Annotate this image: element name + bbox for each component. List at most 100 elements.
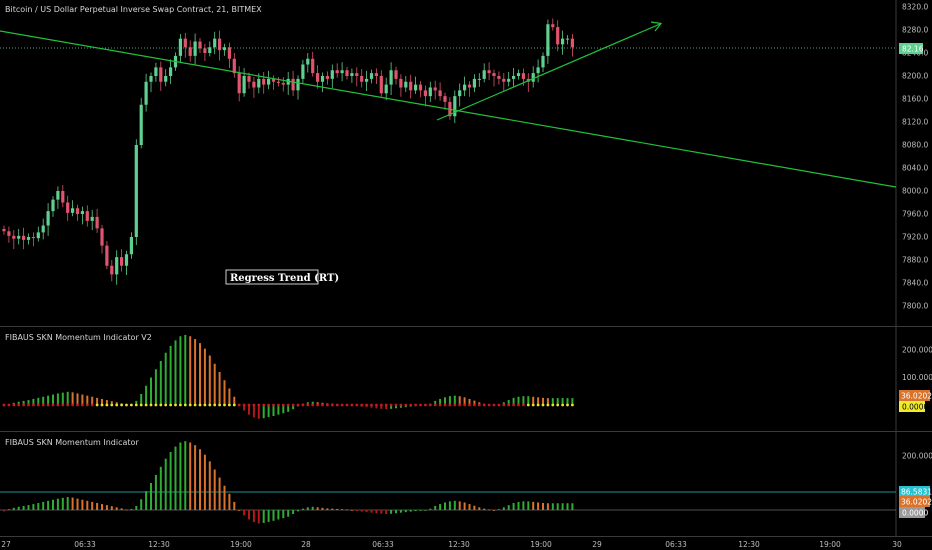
histogram-bar — [385, 405, 388, 410]
histogram-bar — [145, 385, 148, 405]
histogram-bar — [159, 466, 162, 510]
indicator1-tag-orange-text: 36.0202 — [901, 392, 932, 401]
signal-dot — [443, 403, 447, 407]
indicator2-tag-cyan-text: 86.5831 — [901, 488, 932, 497]
candle-body — [330, 70, 334, 79]
histogram-bar — [380, 405, 383, 409]
candle-body — [379, 76, 383, 94]
signal-dot — [291, 403, 295, 407]
signal-dot — [36, 403, 40, 407]
histogram-bar — [120, 508, 123, 510]
histogram-bar — [130, 508, 133, 510]
signal-dot — [463, 403, 466, 407]
histogram-bar — [522, 396, 525, 405]
uptrend-arrow-line[interactable] — [436, 23, 661, 121]
histogram-bar — [468, 504, 471, 510]
histogram-bar — [238, 510, 241, 511]
signal-dot — [46, 403, 50, 407]
candle-body — [66, 202, 70, 213]
signal-dot — [277, 403, 280, 407]
histogram-bar — [571, 503, 574, 510]
histogram-bar — [81, 394, 84, 405]
candle-body — [316, 73, 320, 82]
price-tick-label: 7920.0 — [902, 233, 928, 242]
signal-dot — [17, 403, 21, 407]
signal-dot — [85, 403, 89, 407]
candle-body — [350, 73, 354, 76]
histogram-bar — [556, 503, 559, 510]
histogram-bar — [32, 398, 35, 405]
histogram-bar — [110, 506, 113, 510]
signal-dot — [71, 403, 74, 407]
signal-dot — [473, 403, 476, 407]
candle-body — [46, 211, 50, 226]
signal-dot — [399, 403, 403, 407]
signal-dot — [301, 403, 305, 407]
histogram-bar — [331, 508, 334, 510]
signal-dot — [12, 403, 16, 407]
histogram-bar — [105, 505, 108, 510]
price-tick-label: 7840.0 — [902, 279, 928, 288]
signal-dot — [56, 403, 60, 407]
histogram-bar — [311, 401, 314, 405]
histogram-bar — [199, 449, 201, 510]
signal-dot — [159, 403, 163, 407]
price-axis[interactable]: 8320.08280.08240.08200.08160.08120.08080… — [902, 3, 928, 311]
candle-body — [414, 84, 418, 91]
regress-trend-label: Regress Trend (RT) — [230, 273, 339, 284]
indicator1-axis: 200.0000 100.0000 — [902, 346, 932, 383]
indicator2-axis: 200.0000 — [902, 452, 932, 461]
signal-dot — [228, 403, 231, 407]
candle-body — [467, 84, 472, 88]
signal-dot — [183, 403, 187, 407]
candle-body — [183, 38, 187, 48]
histogram-bar — [252, 510, 255, 523]
candle-body — [80, 211, 84, 214]
histogram-bar — [282, 405, 285, 414]
indicator1-signal-dots — [2, 403, 574, 407]
candle-body — [31, 237, 35, 239]
histogram-bar — [360, 510, 363, 512]
histogram-bar — [27, 400, 30, 405]
indicator2-tag-cyan — [899, 486, 930, 497]
time-axis[interactable]: 27 06:33 12:30 19:00 28 06:33 12:30 19:00 29 06:3… — [1, 540, 902, 549]
histogram-bar — [316, 507, 319, 510]
signal-dot — [453, 403, 457, 407]
histogram-bar — [22, 400, 25, 405]
histogram-bar — [184, 441, 187, 510]
histogram-bar — [292, 405, 295, 410]
candle-body — [252, 81, 256, 88]
indicator2-tag-orange — [899, 496, 930, 507]
histogram-bar — [448, 501, 451, 510]
histogram-bar — [91, 396, 94, 405]
histogram-bar — [257, 405, 260, 419]
signal-dot — [286, 403, 290, 407]
histogram-bar — [140, 394, 143, 405]
candle-body — [472, 78, 476, 88]
time-tick-label: 19:00 — [530, 540, 552, 549]
histogram-bar — [517, 396, 520, 405]
signal-dot — [237, 403, 241, 407]
candle-body — [497, 76, 501, 79]
regression-trendline[interactable] — [0, 30, 897, 188]
histogram-bar — [203, 454, 206, 510]
candle-body — [565, 38, 570, 40]
signal-dot — [365, 403, 368, 407]
histogram-bar — [248, 405, 250, 415]
histogram-bar — [468, 398, 471, 405]
time-tick-label: 30 — [892, 540, 902, 549]
candle-body — [507, 78, 511, 82]
histogram-bar — [321, 507, 324, 510]
candle-body — [409, 81, 413, 91]
histogram-bar — [262, 405, 265, 419]
histogram-bar — [556, 398, 559, 405]
regress-trend-label-box[interactable] — [225, 269, 319, 285]
histogram-bar — [164, 352, 167, 405]
histogram-bar — [448, 396, 451, 405]
candle-body — [227, 47, 231, 59]
price-tick-label: 7960.0 — [902, 210, 928, 219]
candle-body — [154, 67, 158, 76]
signal-dot — [350, 403, 354, 407]
candle-body — [502, 78, 506, 82]
